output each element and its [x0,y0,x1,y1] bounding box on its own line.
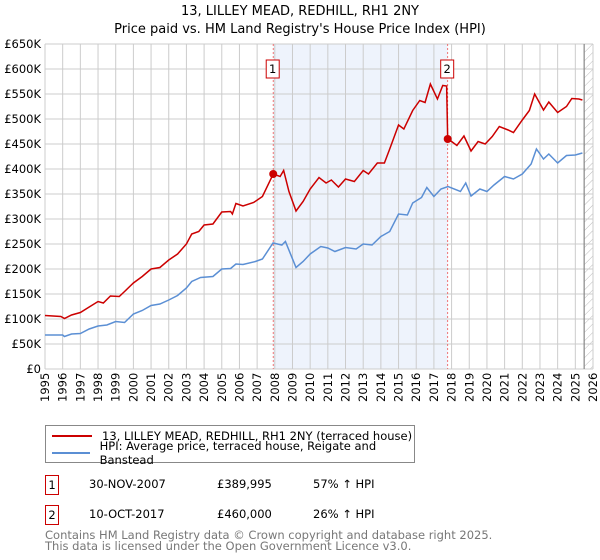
y-tick-label: £650K [4,37,41,51]
shaded-period [273,44,448,369]
y-tick-label: £350K [4,187,41,201]
sale-point [269,170,278,179]
x-tick-label: 2019 [462,373,476,402]
y-tick-label: £450K [4,137,41,151]
y-tick-label: £400K [4,162,41,176]
x-tick-label: 2006 [232,373,246,402]
x-tick-label: 2007 [250,373,264,402]
x-tick-label: 2010 [303,373,317,402]
x-tick-label: 2008 [268,373,282,402]
transaction-date: 30-NOV-2007 [89,477,166,491]
x-tick-label: 2004 [197,373,211,402]
y-tick-label: £550K [4,87,41,101]
legend-label: 13, LILLEY MEAD, REDHILL, RH1 2NY (terra… [102,429,413,443]
property-price-line [44,81,583,320]
x-tick-label: 1997 [73,373,87,402]
footer: Contains HM Land Registry data © Crown c… [45,528,493,553]
x-tick-label: 2025 [568,373,582,402]
marker-box [440,59,455,79]
x-tick-label: 1995 [38,373,52,402]
x-tick-label: 2002 [162,373,176,402]
y-tick-label: £150K [4,287,41,301]
x-tick-label: 2018 [445,373,459,402]
transaction-row: 1 30-NOV-2007 £389,995 57% ↑ HPI [45,475,545,495]
x-tick-label: 2022 [515,373,529,402]
x-tick-label: 2026 [586,373,600,402]
x-tick-label: 2016 [409,373,423,402]
y-tick-label: £200K [4,262,41,276]
marker-label: 2 [444,62,451,76]
sale-point [443,135,452,143]
x-tick-label: 2013 [356,373,370,402]
transaction-date: 10-OCT-2017 [89,507,165,521]
x-tick-label: 2009 [285,373,299,402]
x-tick-label: 2001 [144,373,158,402]
x-tick-label: 2011 [321,373,335,402]
legend-swatch-blue [52,452,90,454]
x-tick-label: 2017 [427,373,441,402]
legend-item-property: 13, LILLEY MEAD, REDHILL, RH1 2NY (terra… [52,428,412,444]
y-tick-label: £250K [4,237,41,251]
transaction-row: 2 10-OCT-2017 £460,000 26% ↑ HPI [45,505,545,525]
transaction-hpi: 26% ↑ HPI [313,507,375,521]
chart-subtitle: Price paid vs. HM Land Registry's House … [114,22,486,37]
x-tick-label: 2023 [533,373,547,402]
x-tick-label: 2021 [498,373,512,402]
x-tick-label: 2005 [215,373,229,402]
transaction-price: £389,995 [217,477,272,491]
x-tick-label: 2015 [392,373,406,402]
footer-line: Contains HM Land Registry data © Crown c… [45,528,493,542]
hpi-line [45,147,583,338]
x-tick-label: 2020 [480,373,494,402]
legend-label: HPI: Average price, terraced house, Reig… [99,439,377,467]
y-tick-label: £50K [12,337,42,351]
x-tick-label: 1998 [91,373,105,402]
legend-item-hpi: HPI: Average price, terraced house, Reig… [52,439,414,467]
marker-badge: 2 [45,505,59,525]
y-tick-label: £600K [4,62,41,76]
y-tick-label: £0 [26,362,41,376]
x-tick-label: 1996 [56,373,70,402]
chart-title: 13, LILLEY MEAD, REDHILL, RH1 2NY [181,4,419,19]
marker-label: 1 [269,62,276,76]
marker-box [265,59,280,79]
y-tick-label: £300K [4,212,41,226]
legend-swatch-red [52,435,92,437]
forecast-hatch [584,44,593,369]
y-tick-label: £500K [4,112,41,126]
footer-line: This data is licensed under the Open Gov… [45,539,412,553]
transaction-price: £460,000 [217,507,272,521]
x-tick-label: 2014 [374,373,388,402]
price-chart: 13, LILLEY MEAD, REDHILL, RH1 2NY Price … [4,4,600,402]
x-tick-label: 2003 [179,373,193,402]
transaction-hpi: 57% ↑ HPI [313,477,375,491]
x-tick-label: 2024 [551,373,565,402]
x-tick-label: 1999 [109,373,123,402]
x-tick-label: 2000 [126,373,140,402]
legend: 13, LILLEY MEAD, REDHILL, RH1 2NY (terra… [45,425,415,467]
marker-badge: 1 [45,475,59,495]
y-tick-label: £100K [4,312,41,326]
x-tick-label: 2012 [339,373,353,402]
